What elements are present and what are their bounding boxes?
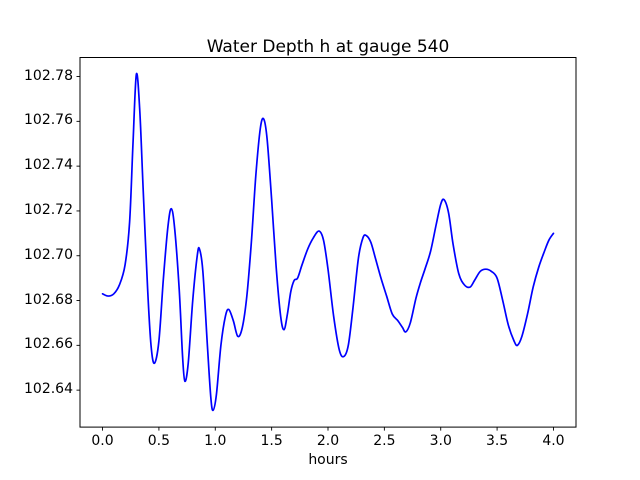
x-tick-label: 2.5 (373, 433, 396, 450)
x-tick-label: 1.0 (204, 433, 227, 450)
y-tick-label: 102.72 (24, 201, 73, 218)
x-tick-label: 2.0 (316, 433, 340, 450)
x-tick-label: 1.5 (260, 433, 283, 450)
x-tick-label: 3.0 (429, 433, 452, 450)
y-tick-label: 102.70 (24, 246, 73, 263)
x-tick-label: 4.0 (542, 433, 565, 450)
y-tick-label: 102.68 (24, 291, 73, 308)
y-tick-label: 102.64 (24, 381, 73, 398)
y-tick-label: 102.76 (24, 112, 73, 129)
plot-area (80, 57, 577, 428)
x-tick-label: 0.5 (147, 433, 171, 450)
x-tick-label: 0.0 (91, 433, 114, 450)
y-tick-label: 102.78 (24, 67, 73, 84)
y-tick-label: 102.74 (24, 157, 73, 174)
chart-title: Water Depth h at gauge 540 (206, 37, 450, 57)
x-axis-label: hours (308, 452, 348, 468)
y-tick-label: 102.66 (24, 336, 73, 353)
x-tick-label: 3.5 (485, 433, 509, 450)
